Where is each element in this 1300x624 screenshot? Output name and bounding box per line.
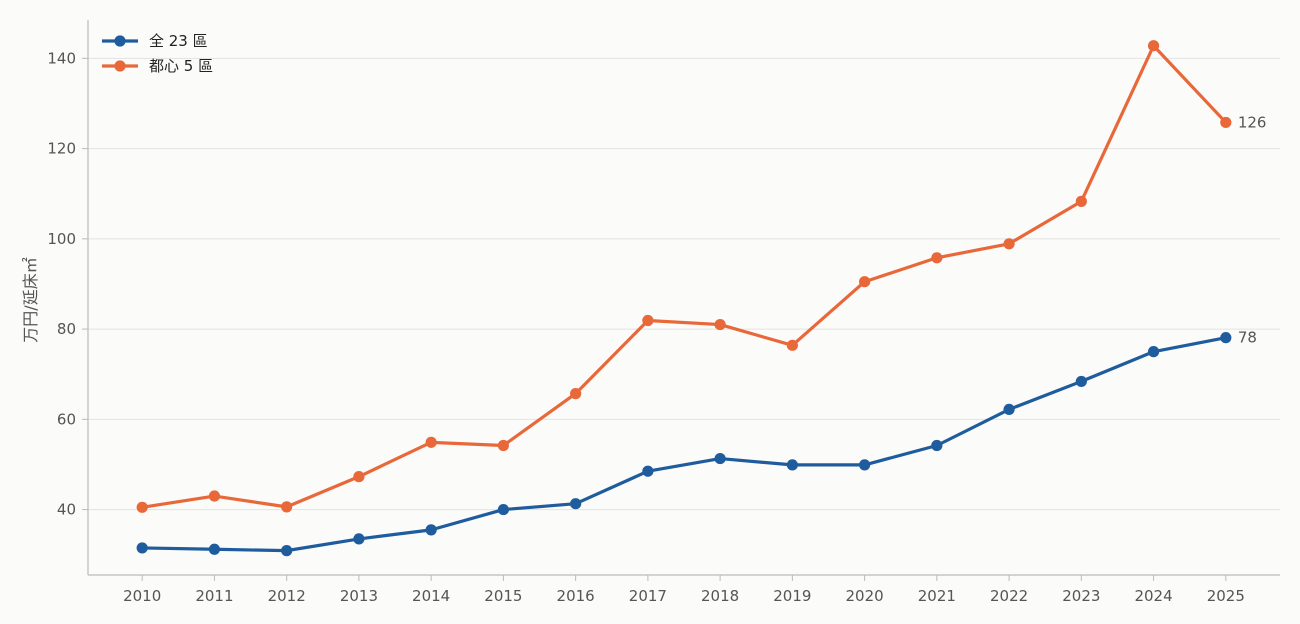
data-point-1-2018	[714, 452, 726, 465]
x-tick-label-2023: 2023	[1062, 587, 1100, 605]
data-point-1-2017	[642, 465, 654, 477]
y-tick-label-80: 80	[57, 320, 76, 338]
series-1: 78	[136, 329, 1257, 557]
x-tick-label-2016: 2016	[557, 587, 595, 605]
y-tick-label-40: 40	[57, 501, 76, 519]
end-value-label-2: 126	[1238, 113, 1267, 131]
data-point-1-2014	[425, 524, 437, 536]
data-point-1-2024	[1147, 346, 1160, 358]
data-point-1-2020	[859, 459, 871, 471]
x-tick-label-2011: 2011	[195, 587, 233, 605]
legend-label-1: 全 23 區	[149, 32, 208, 50]
x-tick-labels: 2010 2011 2012 2013 2014 2015 2016 2017 2018 2019…	[123, 575, 1245, 605]
data-point-2-2024	[1147, 40, 1160, 52]
data-point-2-2022	[1003, 238, 1015, 250]
x-tick-label-2012: 2012	[268, 587, 306, 605]
data-point-2-2019	[786, 339, 798, 351]
gridlines	[88, 57, 1280, 511]
data-point-1-2016	[570, 498, 582, 510]
legend-marker-2	[114, 60, 126, 72]
data-point-1-2019	[786, 459, 798, 471]
x-tick-label-2017: 2017	[629, 587, 667, 605]
x-tick-label-2025: 2025	[1207, 587, 1245, 605]
legend-item-1: 全 23 區	[102, 32, 208, 50]
x-tick-label-2024: 2024	[1134, 587, 1172, 605]
data-point-1-2021	[931, 439, 943, 452]
legend-item-2: 都心 5 區	[102, 57, 213, 75]
data-point-1-2011	[208, 543, 221, 555]
x-tick-label-2010: 2010	[123, 587, 161, 605]
data-point-2-2016	[570, 388, 582, 400]
series-2: 126	[136, 40, 1267, 513]
y-tick-label-60: 60	[57, 410, 76, 428]
data-point-2-2017	[642, 314, 654, 327]
data-point-1-2010	[136, 542, 148, 554]
data-point-2-2021	[931, 252, 943, 264]
data-point-1-2022	[1003, 403, 1015, 416]
data-point-1-2012	[281, 545, 293, 557]
series-line-1	[140, 336, 1228, 553]
x-tick-label-2021: 2021	[918, 587, 956, 605]
x-tick-label-2014: 2014	[412, 587, 450, 605]
axes	[87, 20, 1280, 576]
x-tick-label-2022: 2022	[990, 587, 1028, 605]
data-point-1-2025	[1220, 332, 1232, 344]
data-point-2-2020	[859, 276, 871, 288]
data-point-1-2015	[497, 503, 509, 516]
x-tick-label-2018: 2018	[701, 587, 739, 605]
legend-label-2: 都心 5 區	[149, 57, 213, 75]
x-tick-label-2015: 2015	[484, 587, 522, 605]
legend: 全 23 區都心 5 區	[102, 32, 213, 75]
data-point-2-2010	[136, 501, 148, 513]
y-tick-label-120: 120	[47, 140, 76, 158]
legend-marker-1	[114, 35, 126, 47]
data-point-2-2023	[1075, 195, 1087, 207]
data-point-2-2013	[353, 471, 365, 483]
data-point-2-2025	[1220, 116, 1232, 129]
x-tick-label-2020: 2020	[846, 587, 884, 605]
x-tick-label-2013: 2013	[340, 587, 378, 605]
y-axis-title: 万円/延床㎡	[21, 257, 40, 342]
y-tick-label-140: 140	[47, 49, 76, 67]
data-point-2-2015	[497, 439, 509, 452]
data-point-1-2013	[353, 533, 365, 545]
x-tick-label-2019: 2019	[773, 587, 811, 605]
y-tick-labels: 40 60 80 100 120 140	[47, 49, 88, 519]
series-line-2	[140, 44, 1228, 509]
data-point-2-2018	[714, 318, 726, 331]
y-tick-label-100: 100	[47, 230, 76, 248]
data-point-2-2011	[208, 490, 221, 502]
series-layer: 78 126	[136, 40, 1267, 557]
end-value-label-1: 78	[1238, 329, 1257, 347]
data-point-1-2023	[1075, 375, 1087, 388]
data-point-2-2012	[281, 501, 293, 513]
data-point-2-2014	[425, 436, 437, 448]
